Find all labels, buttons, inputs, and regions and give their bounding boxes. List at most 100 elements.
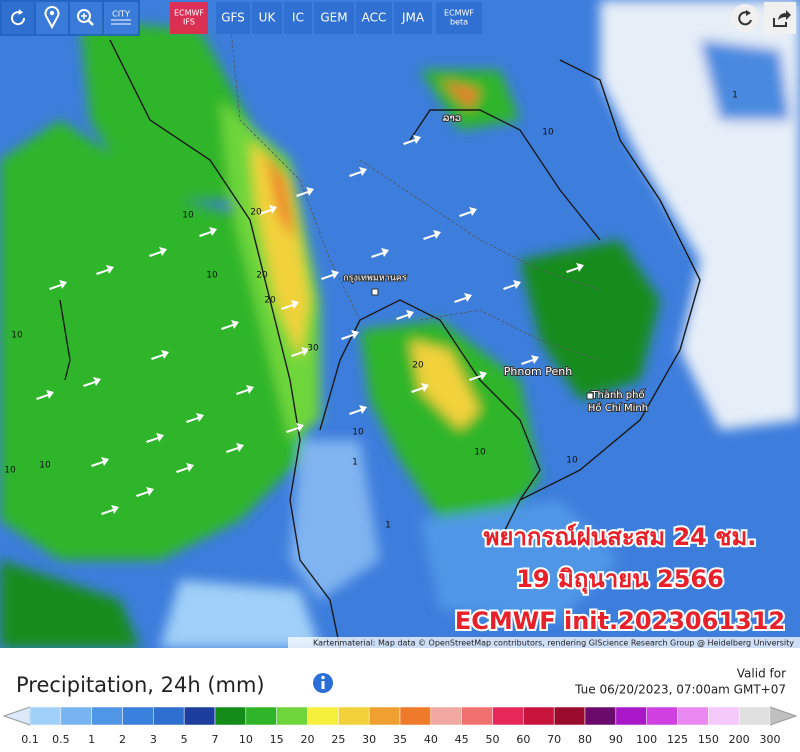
wind-arrow bbox=[226, 443, 244, 453]
map[interactable] bbox=[0, 0, 800, 649]
wind-arrow bbox=[146, 433, 164, 443]
scale-label: 25 bbox=[331, 733, 345, 746]
model-button[interactable]: UK bbox=[252, 2, 282, 34]
city-label: Thành phố bbox=[590, 389, 644, 401]
button-bg bbox=[70, 2, 102, 34]
button-bg bbox=[356, 2, 392, 34]
button-bg bbox=[394, 2, 432, 34]
scale-segment bbox=[368, 706, 401, 726]
scale-segment bbox=[338, 706, 370, 726]
contour-label: 1 bbox=[385, 521, 391, 531]
wind-arrow bbox=[281, 300, 299, 310]
model-button[interactable]: GFS bbox=[216, 2, 250, 34]
icon bbox=[49, 10, 55, 16]
wind-arrow bbox=[349, 405, 367, 415]
scale-segment bbox=[399, 706, 432, 726]
icon bbox=[746, 10, 751, 16]
footer-bg bbox=[0, 648, 800, 748]
button-label: JMA bbox=[401, 11, 425, 25]
contour-label: 10 bbox=[206, 271, 218, 281]
button-bg bbox=[216, 2, 250, 34]
scale-label: 5 bbox=[181, 733, 188, 746]
wind-arrow bbox=[566, 263, 584, 273]
city-button[interactable]: CITY bbox=[104, 2, 138, 34]
scale-segment bbox=[492, 706, 524, 726]
scale-segment bbox=[122, 706, 154, 726]
city-label: ລາວ bbox=[443, 113, 461, 124]
share-button[interactable] bbox=[764, 2, 796, 34]
wind-arrow bbox=[411, 383, 429, 393]
city-marker bbox=[371, 288, 379, 296]
wind-arrow bbox=[221, 320, 239, 330]
contour-label: 10 bbox=[474, 448, 486, 458]
product-title: Precipitation, 24h (mm) bbox=[16, 673, 265, 697]
button-label: beta bbox=[450, 18, 468, 27]
model-button[interactable]: GEM bbox=[314, 2, 354, 34]
scale-segment bbox=[430, 706, 462, 726]
footer: Precipitation, 24h (mm) Valid for Tue 06… bbox=[0, 648, 800, 748]
wind-arrow bbox=[503, 280, 521, 290]
button-bg bbox=[314, 2, 354, 34]
wind-arrow bbox=[286, 423, 304, 433]
wind-arrow bbox=[291, 347, 309, 357]
model-button[interactable]: JMA bbox=[394, 2, 432, 34]
scale-label: 30 bbox=[362, 733, 376, 746]
refresh-button[interactable] bbox=[2, 2, 34, 34]
scale-segment bbox=[553, 706, 586, 726]
borders bbox=[229, 19, 601, 361]
attribution-bg bbox=[288, 637, 800, 648]
wind-arrows bbox=[36, 135, 584, 515]
button-bg bbox=[2, 2, 34, 34]
wind-arrow bbox=[176, 463, 194, 473]
wind-arrow bbox=[236, 385, 254, 395]
reload-button[interactable] bbox=[731, 4, 759, 32]
scale-segment bbox=[183, 706, 216, 726]
contour-label: 10 bbox=[4, 466, 16, 476]
scale-segment bbox=[91, 706, 123, 726]
location-button[interactable] bbox=[36, 2, 68, 34]
overlay-line: ECMWF init.2023061312 bbox=[455, 607, 785, 635]
info-button[interactable] bbox=[313, 673, 333, 693]
contour-label: 20 bbox=[412, 361, 424, 371]
precip-field bbox=[0, 0, 800, 648]
scale-segment bbox=[461, 706, 493, 726]
coastlines bbox=[59, 39, 701, 649]
model-button[interactable]: IC bbox=[284, 2, 312, 34]
button-label: UK bbox=[259, 11, 277, 25]
button-label: GEM bbox=[320, 11, 347, 25]
wind-arrow bbox=[136, 487, 154, 497]
scale-label: 40 bbox=[424, 733, 438, 746]
contour-label: 20 bbox=[256, 271, 268, 281]
scale-label: 1 bbox=[88, 733, 95, 746]
valid-time: Tue 06/20/2023, 07:00am GMT+07 bbox=[574, 683, 786, 697]
icon bbox=[321, 681, 325, 689]
contour-label: 10 bbox=[39, 461, 51, 471]
scale-segment bbox=[738, 706, 771, 726]
scale-segment bbox=[615, 706, 647, 726]
model-button[interactable]: ACC bbox=[356, 2, 392, 34]
zoom-button[interactable] bbox=[70, 2, 102, 34]
contour-label: 10 bbox=[182, 211, 194, 221]
scale-label: 45 bbox=[455, 733, 469, 746]
button-label: ACC bbox=[362, 11, 387, 25]
button-bg bbox=[252, 2, 282, 34]
button-label: IC bbox=[292, 11, 304, 25]
scale-label: 200 bbox=[729, 733, 750, 746]
icon bbox=[11, 11, 26, 26]
wind-arrow bbox=[83, 377, 101, 387]
button-label: GFS bbox=[221, 11, 245, 25]
wind-arrow bbox=[459, 207, 477, 217]
scale-segment bbox=[153, 706, 185, 726]
wind-arrow bbox=[349, 167, 367, 177]
wind-arrow bbox=[454, 293, 472, 303]
wind-arrow bbox=[371, 248, 389, 258]
button-label: ECMWF bbox=[174, 9, 204, 18]
overlay-line: 19 มิถุนายน 2566 bbox=[516, 565, 724, 595]
wind-arrow bbox=[423, 230, 441, 240]
wind-arrow bbox=[396, 310, 414, 320]
